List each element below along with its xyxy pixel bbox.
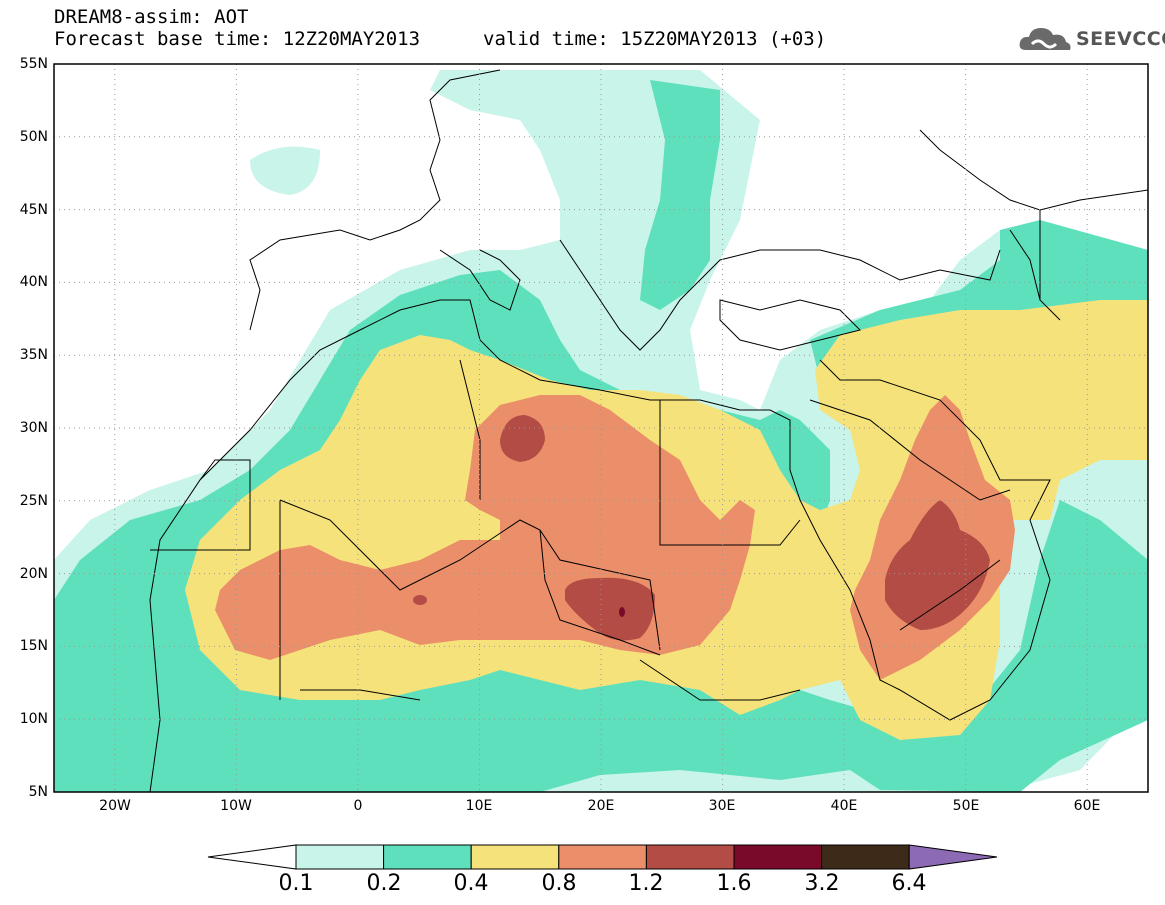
- lat-label-30n: 30N: [19, 420, 48, 436]
- colorbar-segment-0.2: [383, 844, 472, 870]
- colorbar-segment-1.6: [733, 844, 823, 870]
- colorbar-label-3.2: 3.2: [804, 871, 840, 896]
- lat-label-5n: 5N: [28, 784, 48, 800]
- contour-0.1-central-med: [560, 300, 650, 390]
- lat-label-55n: 55N: [19, 56, 48, 72]
- lon-label-20w: 20W: [99, 798, 131, 814]
- colorbar-segment-under: [207, 844, 297, 870]
- colorbar-label-0.2: 0.2: [366, 871, 402, 896]
- colorbar-segment-1.2: [645, 844, 735, 870]
- lat-label-35n: 35N: [19, 347, 48, 363]
- contour-1.6-spot: [619, 607, 625, 617]
- lon-label-10e: 10E: [465, 798, 493, 814]
- colorbar-segment-over: [908, 844, 998, 870]
- cloud-icon: [1019, 28, 1071, 50]
- map-title: DREAM8-assim: AOT: [54, 6, 249, 28]
- lat-label-50n: 50N: [19, 129, 48, 145]
- contour-0.1-westeurope: [250, 146, 320, 195]
- colorbar-label-0.4: 0.4: [453, 871, 489, 896]
- lon-label-50e: 50E: [952, 798, 980, 814]
- lat-label-20n: 20N: [19, 566, 48, 582]
- aot-contours: [54, 64, 1148, 792]
- colorbar-label-1.2: 1.2: [628, 871, 664, 896]
- lon-label-20e: 20E: [587, 798, 615, 814]
- lat-label-15n: 15N: [19, 638, 48, 654]
- colorbar-segment-3.2: [821, 844, 910, 870]
- colorbar: [207, 844, 998, 870]
- contour-1.2-spot: [413, 595, 427, 605]
- colorbar-label-1.6: 1.6: [716, 871, 752, 896]
- contour-1.2-libya: [500, 415, 545, 462]
- lat-label-40n: 40N: [19, 274, 48, 290]
- colorbar-segment-0.8: [558, 844, 647, 870]
- colorbar-label-0.1: 0.1: [278, 871, 314, 896]
- forecast-base-time: Forecast base time: 12Z20MAY2013: [54, 28, 421, 50]
- lat-label-25n: 25N: [19, 493, 48, 509]
- valid-time: valid time: 15Z20MAY2013 (+03): [483, 28, 827, 50]
- contour-1.2-arabia: [885, 500, 990, 630]
- contour-1.2-chad: [565, 577, 655, 641]
- lat-label-45n: 45N: [19, 202, 48, 218]
- lat-label-10n: 10N: [19, 711, 48, 727]
- colorbar-label-0.8: 0.8: [541, 871, 577, 896]
- seevccc-logo: SEEVCCC: [1018, 22, 1165, 56]
- lon-label-40e: 40E: [830, 798, 858, 814]
- plot-frame: [53, 63, 1149, 793]
- lon-label-0: 0: [353, 798, 363, 814]
- logo-text: SEEVCCC: [1076, 28, 1165, 50]
- colorbar-segment-0.4: [470, 844, 560, 870]
- lon-label-10w: 10W: [220, 798, 252, 814]
- colorbar-segment-0.1: [295, 844, 385, 870]
- coastlines: [149, 69, 1148, 792]
- lon-label-30e: 30E: [708, 798, 736, 814]
- lon-label-60e: 60E: [1073, 798, 1101, 814]
- colorbar-label-6.4: 6.4: [891, 871, 927, 896]
- contour-0.2-balkans: [640, 80, 720, 310]
